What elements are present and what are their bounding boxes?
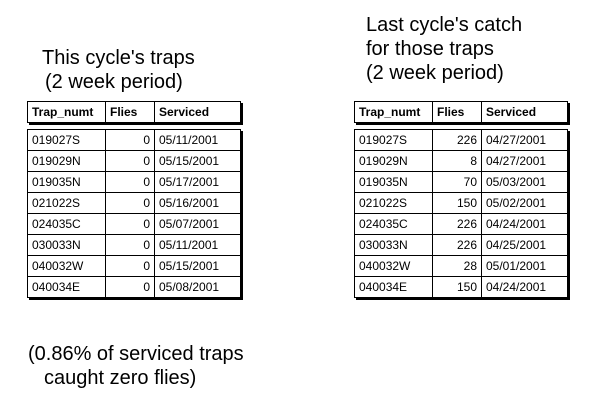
trap-cell[interactable]: 019027S xyxy=(355,130,433,150)
table-row[interactable]: 019027S 0 05/11/2001 xyxy=(28,130,240,151)
trap-cell[interactable]: 030033N xyxy=(28,235,106,255)
flies-cell[interactable]: 0 xyxy=(106,256,155,276)
last-cycle-heading-line1: Last cycle's catch xyxy=(366,14,523,36)
table-row[interactable]: 040032W 28 05/01/2001 xyxy=(355,256,567,277)
flies-cell[interactable]: 150 xyxy=(433,277,482,297)
serviced-cell[interactable]: 05/02/2001 xyxy=(486,196,547,210)
trap-cell[interactable]: 019035N xyxy=(355,172,433,192)
trap-cell[interactable]: 019027S xyxy=(28,130,106,150)
flies-cell[interactable]: 0 xyxy=(106,172,155,192)
table-row[interactable]: 040034E 150 04/24/2001 xyxy=(355,277,567,297)
this-cycle-table-body: 019027S 0 05/11/2001 019029N 0 05/15/2001 0190… xyxy=(27,129,241,298)
flies-cell[interactable]: 0 xyxy=(106,235,155,255)
serviced-cell[interactable]: 05/11/2001 xyxy=(159,133,219,147)
table-row[interactable]: 021022S 150 05/02/2001 xyxy=(355,193,567,214)
table-row[interactable]: 019029N 8 04/27/2001 xyxy=(355,151,567,172)
last-cycle-heading-line2: for those traps xyxy=(366,38,494,60)
trap-cell[interactable]: 040032W xyxy=(28,256,106,276)
table-row[interactable]: 024035C 0 05/07/2001 xyxy=(28,214,240,235)
trap-cell[interactable]: 040032W xyxy=(355,256,433,276)
table-row[interactable]: 030033N 226 04/25/2001 xyxy=(355,235,567,256)
flies-cell[interactable]: 70 xyxy=(433,172,482,192)
flies-cell[interactable]: 8 xyxy=(433,151,482,171)
trap-cell[interactable]: 024035C xyxy=(28,214,106,234)
last-cycle-heading: Last cycle's catch for those traps (2 we… xyxy=(366,13,522,85)
serviced-cell[interactable]: 05/15/2001 xyxy=(159,154,220,168)
serviced-cell[interactable]: 05/16/2001 xyxy=(159,196,220,210)
flies-cell[interactable]: 0 xyxy=(106,151,155,171)
trap-cell[interactable]: 019035N xyxy=(28,172,106,192)
trap-cell[interactable]: 021022S xyxy=(28,193,106,213)
flies-cell[interactable]: 150 xyxy=(433,193,482,213)
flies-cell[interactable]: 28 xyxy=(433,256,482,276)
table-row[interactable]: 019035N 70 05/03/2001 xyxy=(355,172,567,193)
table-row[interactable]: 019029N 0 05/15/2001 xyxy=(28,151,240,172)
serviced-cell[interactable]: 04/27/2001 xyxy=(486,154,547,168)
serviced-cell[interactable]: 05/07/2001 xyxy=(159,217,220,231)
serviced-cell[interactable]: 05/11/2001 xyxy=(159,238,219,252)
flies-cell[interactable]: 0 xyxy=(106,214,155,234)
serviced-cell[interactable]: 04/24/2001 xyxy=(486,217,547,231)
table-row[interactable]: 019027S 226 04/27/2001 xyxy=(355,130,567,151)
trap-cell[interactable]: 040034E xyxy=(355,277,433,297)
table-row[interactable]: 024035C 226 04/24/2001 xyxy=(355,214,567,235)
column-header-trap[interactable]: Trap_numt xyxy=(355,102,433,122)
last-cycle-table-header: Trap_numt Flies Serviced xyxy=(354,101,568,123)
this-cycle-heading-line1: This cycle's traps xyxy=(42,47,195,69)
column-header-serviced[interactable]: Serviced xyxy=(159,105,210,119)
table-row[interactable]: 030033N 0 05/11/2001 xyxy=(28,235,240,256)
zero-catch-note-line2: caught zero flies) xyxy=(44,367,197,389)
this-cycle-table: Trap_numt Flies Serviced 019027S 0 05/11/2… xyxy=(27,101,241,298)
zero-catch-note: (0.86% of serviced traps caught zero fli… xyxy=(28,342,244,390)
serviced-cell[interactable]: 04/25/2001 xyxy=(486,238,547,252)
trap-cell[interactable]: 021022S xyxy=(355,193,433,213)
flies-cell[interactable]: 0 xyxy=(106,277,155,297)
table-row[interactable]: 019035N 0 05/17/2001 xyxy=(28,172,240,193)
column-header-flies[interactable]: Flies xyxy=(106,102,155,122)
trap-cell[interactable]: 040034E xyxy=(28,277,106,297)
this-cycle-heading: This cycle's traps (2 week period) xyxy=(42,46,195,94)
serviced-cell[interactable]: 05/15/2001 xyxy=(159,259,220,273)
flies-cell[interactable]: 226 xyxy=(433,130,482,150)
serviced-cell[interactable]: 05/08/2001 xyxy=(159,280,220,294)
flies-cell[interactable]: 226 xyxy=(433,214,482,234)
column-header-trap[interactable]: Trap_numt xyxy=(28,102,106,122)
zero-catch-note-line1: (0.86% of serviced traps xyxy=(28,343,244,365)
last-cycle-heading-line3: (2 week period) xyxy=(366,62,504,84)
serviced-cell[interactable]: 04/24/2001 xyxy=(486,280,547,294)
trap-cell[interactable]: 019029N xyxy=(28,151,106,171)
last-cycle-table-body: 019027S 226 04/27/2001 019029N 8 04/27/2001 01… xyxy=(354,129,568,298)
flies-cell[interactable]: 0 xyxy=(106,130,155,150)
trap-cell[interactable]: 030033N xyxy=(355,235,433,255)
table-row[interactable]: 021022S 0 05/16/2001 xyxy=(28,193,240,214)
trap-cell[interactable]: 019029N xyxy=(355,151,433,171)
trap-cell[interactable]: 024035C xyxy=(355,214,433,234)
this-cycle-heading-line2: (2 week period) xyxy=(45,71,183,93)
serviced-cell[interactable]: 05/03/2001 xyxy=(486,175,547,189)
flies-cell[interactable]: 0 xyxy=(106,193,155,213)
column-header-serviced[interactable]: Serviced xyxy=(486,105,537,119)
column-header-flies[interactable]: Flies xyxy=(433,102,482,122)
table-row[interactable]: 040032W 0 05/15/2001 xyxy=(28,256,240,277)
serviced-cell[interactable]: 05/17/2001 xyxy=(159,175,220,189)
flies-cell[interactable]: 226 xyxy=(433,235,482,255)
last-cycle-table: Trap_numt Flies Serviced 019027S 226 04/27… xyxy=(354,101,568,298)
table-row[interactable]: 040034E 0 05/08/2001 xyxy=(28,277,240,297)
serviced-cell[interactable]: 05/01/2001 xyxy=(486,259,547,273)
serviced-cell[interactable]: 04/27/2001 xyxy=(486,133,547,147)
this-cycle-table-header: Trap_numt Flies Serviced xyxy=(27,101,241,123)
